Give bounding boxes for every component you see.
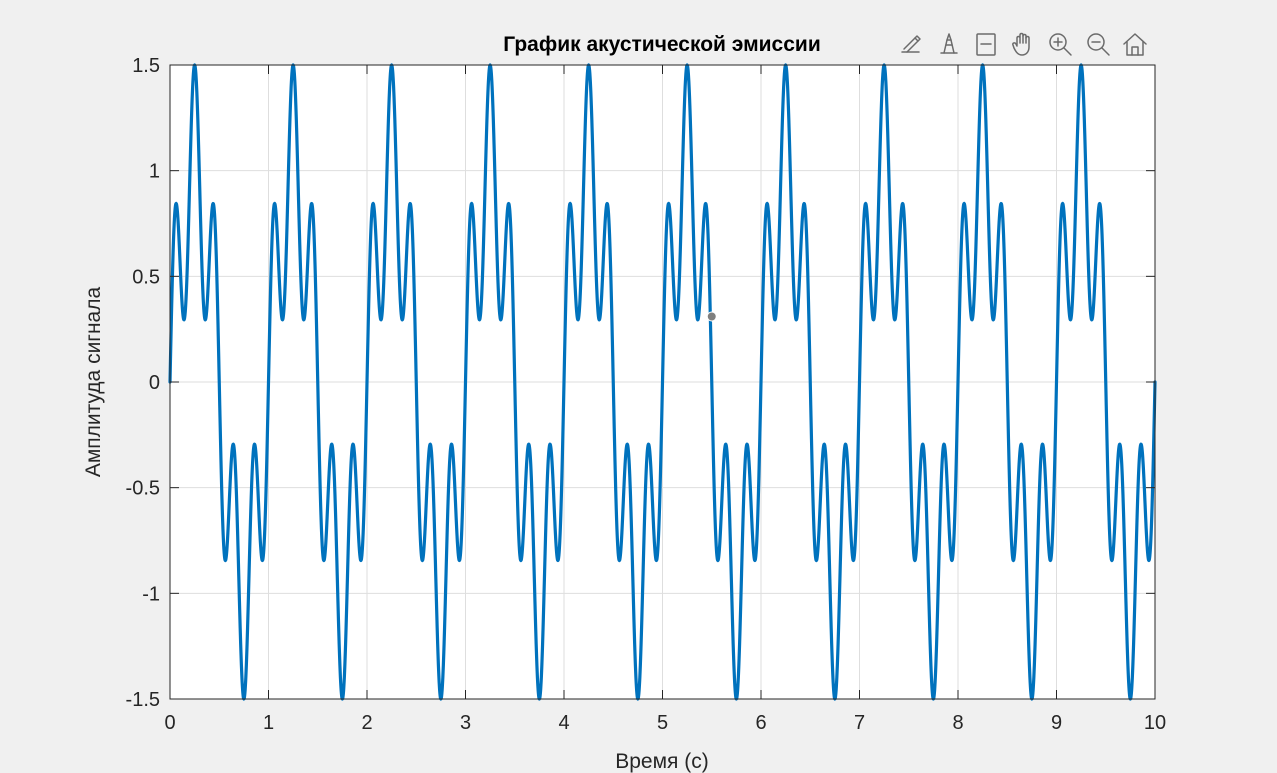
x-axis-label: Время (с) [615,750,709,773]
y-tick-label: 1 [149,161,160,183]
chart-title: График акустической эмиссии [503,33,820,56]
data-point-marker [706,311,717,322]
x-tick-label: 4 [558,712,569,734]
x-tick-label: 8 [952,712,963,734]
tick-marks [169,64,1156,700]
y-tick-label: -1 [142,583,160,605]
x-tick-label: 5 [657,712,668,734]
axes-toolbar [897,30,1149,58]
y-tick-label: 1.5 [132,55,160,77]
y-tick-label: 0.5 [132,266,160,288]
x-tick-label: 3 [460,712,471,734]
plot-lines [168,63,1157,701]
y-axis-label: Амплитуда сигнала [82,287,105,478]
x-tick-label: 7 [854,712,865,734]
brush-icon[interactable] [897,30,925,58]
x-tick-label: 10 [1144,712,1166,734]
plot-axes[interactable]: 0 1 2 3 4 5 6 7 8 9 10 1.5 1 0.5 0 -0.5 -1 -1.5 [126,55,1167,734]
zoom-in-icon[interactable] [1046,30,1074,58]
x-tick-label: 2 [361,712,372,734]
y-tick-label: -1.5 [126,689,160,711]
x-tick-label: 9 [1051,712,1062,734]
y-tick-labels: 1.5 1 0.5 0 -0.5 -1 -1.5 [126,55,160,711]
y-tick-label: -0.5 [126,478,160,500]
home-icon[interactable] [1121,30,1149,58]
x-tick-label: 0 [164,712,175,734]
pan-hand-icon[interactable] [1009,30,1037,58]
y-tick-label: 0 [149,372,160,394]
x-tick-label: 6 [755,712,766,734]
legend-icon[interactable] [972,30,1000,58]
x-tick-label: 1 [263,712,274,734]
data-tips-icon[interactable] [935,30,963,58]
signal-line [168,63,1157,701]
x-tick-labels: 0 1 2 3 4 5 6 7 8 9 10 [164,712,1166,734]
zoom-out-icon[interactable] [1084,30,1112,58]
